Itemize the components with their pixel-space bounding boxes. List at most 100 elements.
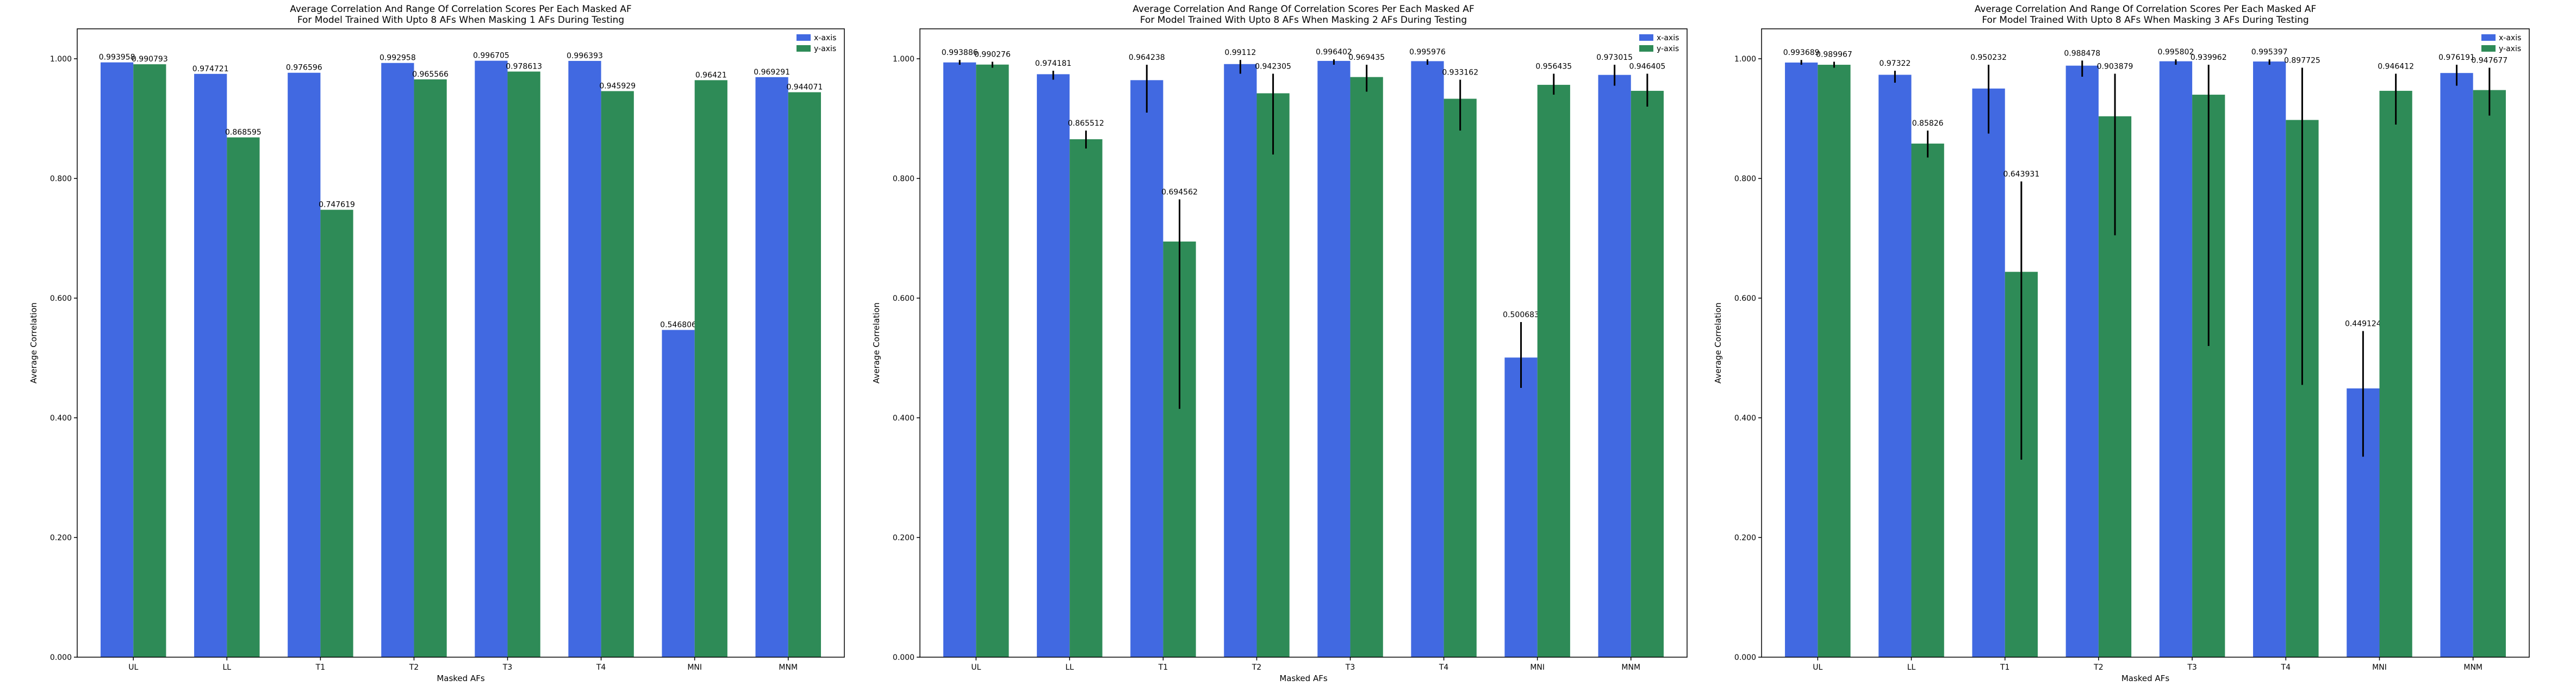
bar-x-axis-T1 [1130,80,1163,658]
x-tick-label: T2 [2093,663,2103,672]
y-tick-label: 0.400 [1734,414,1756,423]
y-tick-label: 1.000 [893,55,914,64]
data-label: 0.747619 [319,201,355,209]
y-axis-label: Average Correlation [1713,302,1723,384]
data-label: 0.944071 [786,83,823,92]
bar-x-axis-T2 [2065,65,2099,658]
bar-x-axis-UL [1785,62,1818,657]
chart-title: Average Correlation And Range Of Correla… [1133,4,1474,15]
x-tick-label: UL [971,663,981,672]
x-tick-label: T3 [2187,663,2197,672]
x-tick-label: T3 [502,663,512,672]
data-label: 0.956435 [1535,63,1572,71]
bar-y-axis-T4 [601,91,634,657]
x-tick-label: T4 [596,663,606,672]
x-tick-label: LL [1066,663,1074,672]
data-label: 0.996393 [567,52,603,60]
x-tick-label: UL [128,663,138,672]
chart-panel-2: Average Correlation And Range Of Correla… [872,4,1688,683]
bar-y-axis-MNI [694,80,727,657]
bar-y-axis-UL [133,64,166,658]
y-tick-label: 0.000 [50,653,72,662]
legend: x-axis y-axis [2481,34,2521,53]
y-axis-label: Average Correlation [29,302,39,384]
x-tick-label: MNI [687,663,702,672]
bar-y-axis-T4 [1443,98,1477,657]
legend-label: y-axis [1657,45,1679,53]
legend-swatch [1639,45,1653,52]
x-tick-label: T3 [1345,663,1355,672]
bar-x-axis-MNI [662,330,695,657]
data-label: 0.993958 [99,53,135,62]
x-tick-label: T2 [409,663,419,672]
bar-y-axis-LL [1911,143,1944,657]
y-axis-label: Average Correlation [872,302,881,384]
data-label: 0.978613 [506,63,542,71]
data-label: 0.85826 [1912,119,1944,128]
data-label: 0.989967 [1816,51,1852,59]
y-tick-label: 0.600 [893,294,914,303]
y-tick-label: 0.200 [893,534,914,542]
bar-y-axis-UL [1818,65,1851,658]
data-label: 0.988478 [2064,49,2100,58]
legend-label: y-axis [2499,45,2521,53]
bar-y-axis-T1 [320,209,353,657]
bar-y-axis-T2 [1256,93,1290,658]
bar-x-axis-T3 [475,60,508,657]
y-tick-label: 0.000 [1734,653,1756,662]
y-tick-label: 1.000 [1734,55,1756,64]
legend-swatch [2481,45,2496,52]
data-label: 0.996402 [1316,48,1352,57]
bar-x-axis-MNI [1504,357,1538,657]
bar-x-axis-UL [101,62,134,657]
data-label: 0.974181 [1035,59,1072,68]
x-tick-label: T1 [315,663,325,672]
data-label: 0.974721 [192,65,229,73]
data-label: 0.99112 [1224,48,1256,57]
data-label: 0.976596 [286,64,322,72]
legend-swatch [797,34,811,41]
bar-y-axis-MNI [2379,90,2412,658]
chart-title: Average Correlation And Range Of Correla… [1975,4,2316,15]
x-tick-label: LL [1907,663,1916,672]
y-tick-label: 0.600 [50,294,72,303]
bar-y-axis-UL [976,64,1009,657]
x-tick-label: T2 [1252,663,1261,672]
bar-x-axis-UL [943,62,976,658]
chart-title: For Model Trained With Upto 8 AFs When M… [297,15,624,26]
legend: x-axis y-axis [797,34,836,53]
data-label: 0.865512 [1068,119,1104,128]
data-label: 0.694562 [1161,188,1198,197]
data-label: 0.964238 [1129,53,1165,62]
y-tick-label: 0.200 [50,534,72,542]
bar-x-axis-MNM [1598,75,1631,658]
data-label: 0.950232 [1970,53,2007,62]
data-label: 0.993689 [1783,48,1820,57]
x-tick-label: LL [223,663,232,672]
data-label: 0.897725 [2284,57,2320,65]
data-label: 0.993886 [942,48,978,57]
data-label: 0.965566 [412,70,449,79]
data-label: 0.969435 [1348,53,1385,62]
plot-frame [1761,28,2530,658]
data-label: 0.933162 [1442,69,1478,77]
data-label: 0.942305 [1255,63,1291,71]
plot-frame [919,28,1688,658]
y-tick-label: 0.800 [50,175,72,183]
bar-y-axis-T3 [1350,77,1383,658]
bar-x-axis-T3 [1317,60,1351,658]
x-tick-label: MNI [2372,663,2387,672]
data-label: 0.969291 [754,68,790,77]
bar-y-axis-T2 [414,79,447,657]
bar-y-axis-LL [1069,139,1103,658]
x-axis-label: Masked AFs [437,673,485,683]
data-label: 0.643931 [2003,170,2039,179]
data-label: 0.996705 [473,52,509,60]
data-label: 0.500683 [1503,311,1539,319]
x-axis-label: Masked AFs [2121,673,2170,683]
x-tick-label: MNM [1621,663,1640,672]
y-tick-label: 0.400 [50,414,72,423]
data-label: 0.976191 [2438,53,2475,62]
bar-x-axis-LL [194,73,227,658]
data-label: 0.992958 [379,54,416,63]
